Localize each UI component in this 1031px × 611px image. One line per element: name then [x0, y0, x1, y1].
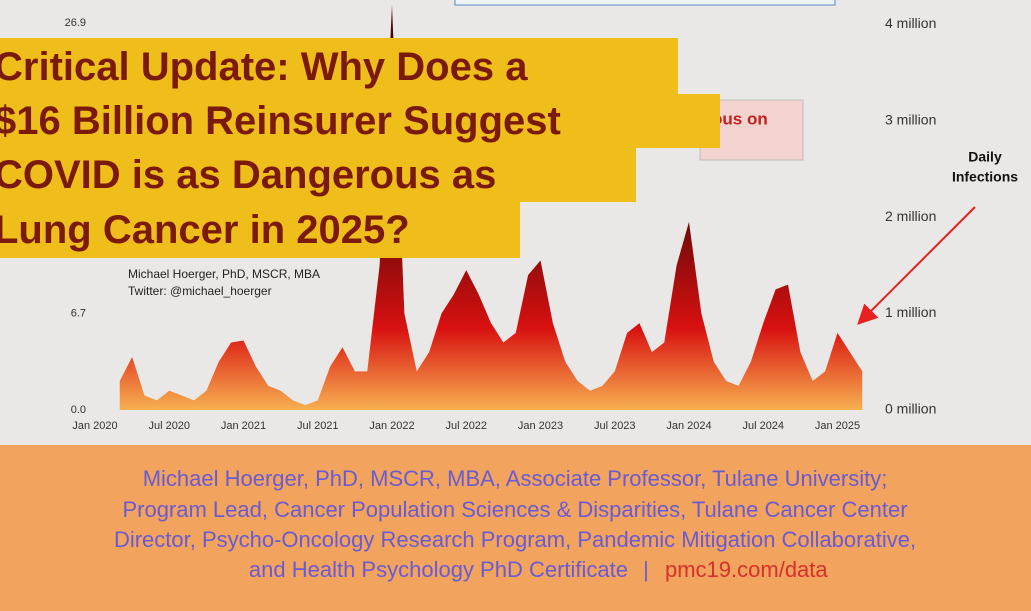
title-bg — [0, 200, 520, 258]
x-tick-label: Jan 2024 — [666, 420, 711, 432]
credit: Michael Hoerger, PhD, MSCR, MBA — [128, 267, 320, 281]
y-tick-label: 2 million — [885, 208, 936, 224]
title: $16 Billion Reinsurer Suggest — [0, 99, 561, 143]
x-tick-label: Jan 2022 — [369, 420, 414, 432]
y2-tick-label: 6.7 — [71, 308, 86, 320]
footer-line: Program Lead, Cancer Population Sciences… — [122, 497, 907, 522]
x-tick-label: Jul 2020 — [148, 420, 190, 432]
x-tick-label: Jan 2023 — [518, 420, 563, 432]
footer-link[interactable]: pmc19.com/data — [665, 557, 828, 582]
x-tick-label: Jan 2020 — [72, 420, 117, 432]
x-tick-label: Jul 2021 — [297, 420, 339, 432]
title: Lung Cancer in 2025? — [0, 208, 410, 252]
title-bg — [0, 38, 678, 96]
x-tick-label: Jan 2021 — [221, 420, 266, 432]
axis-label: Infections — [952, 169, 1018, 185]
title-bg — [0, 94, 720, 148]
title: COVID is as Dangerous as — [0, 153, 496, 197]
y-tick-label: 0 million — [885, 401, 936, 417]
footer-line: and Health Psychology PhD Certificate — [249, 557, 628, 582]
x-tick-label: Jan 2025 — [815, 420, 860, 432]
legend-box — [454, 0, 836, 6]
x-tick-label: Jul 2022 — [445, 420, 487, 432]
title-bg — [0, 146, 636, 202]
y-tick-label: 4 million — [885, 15, 936, 31]
x-tick-label: Jul 2024 — [742, 420, 784, 432]
y-tick-label: 3 million — [885, 111, 936, 127]
separator: | — [643, 557, 649, 582]
y2-tick-label: 0.0 — [71, 404, 86, 416]
footer-bg — [0, 445, 1031, 611]
title: Critical Update: Why Does a — [0, 45, 528, 89]
footer-line: Michael Hoerger, PhD, MSCR, MBA, Associa… — [143, 466, 888, 491]
x-tick-label: Jul 2023 — [594, 420, 636, 432]
annotation: ous on — [712, 109, 768, 128]
axis-label: Daily — [968, 149, 1002, 165]
arrow — [857, 206, 976, 325]
footer-line: Director, Psycho-Oncology Research Progr… — [114, 527, 916, 552]
area — [119, 4, 863, 411]
y2-tick-label: 26.9 — [65, 17, 86, 29]
credit: Twitter: @michael_hoerger — [128, 284, 272, 298]
y-tick-label: 1 million — [885, 304, 936, 320]
